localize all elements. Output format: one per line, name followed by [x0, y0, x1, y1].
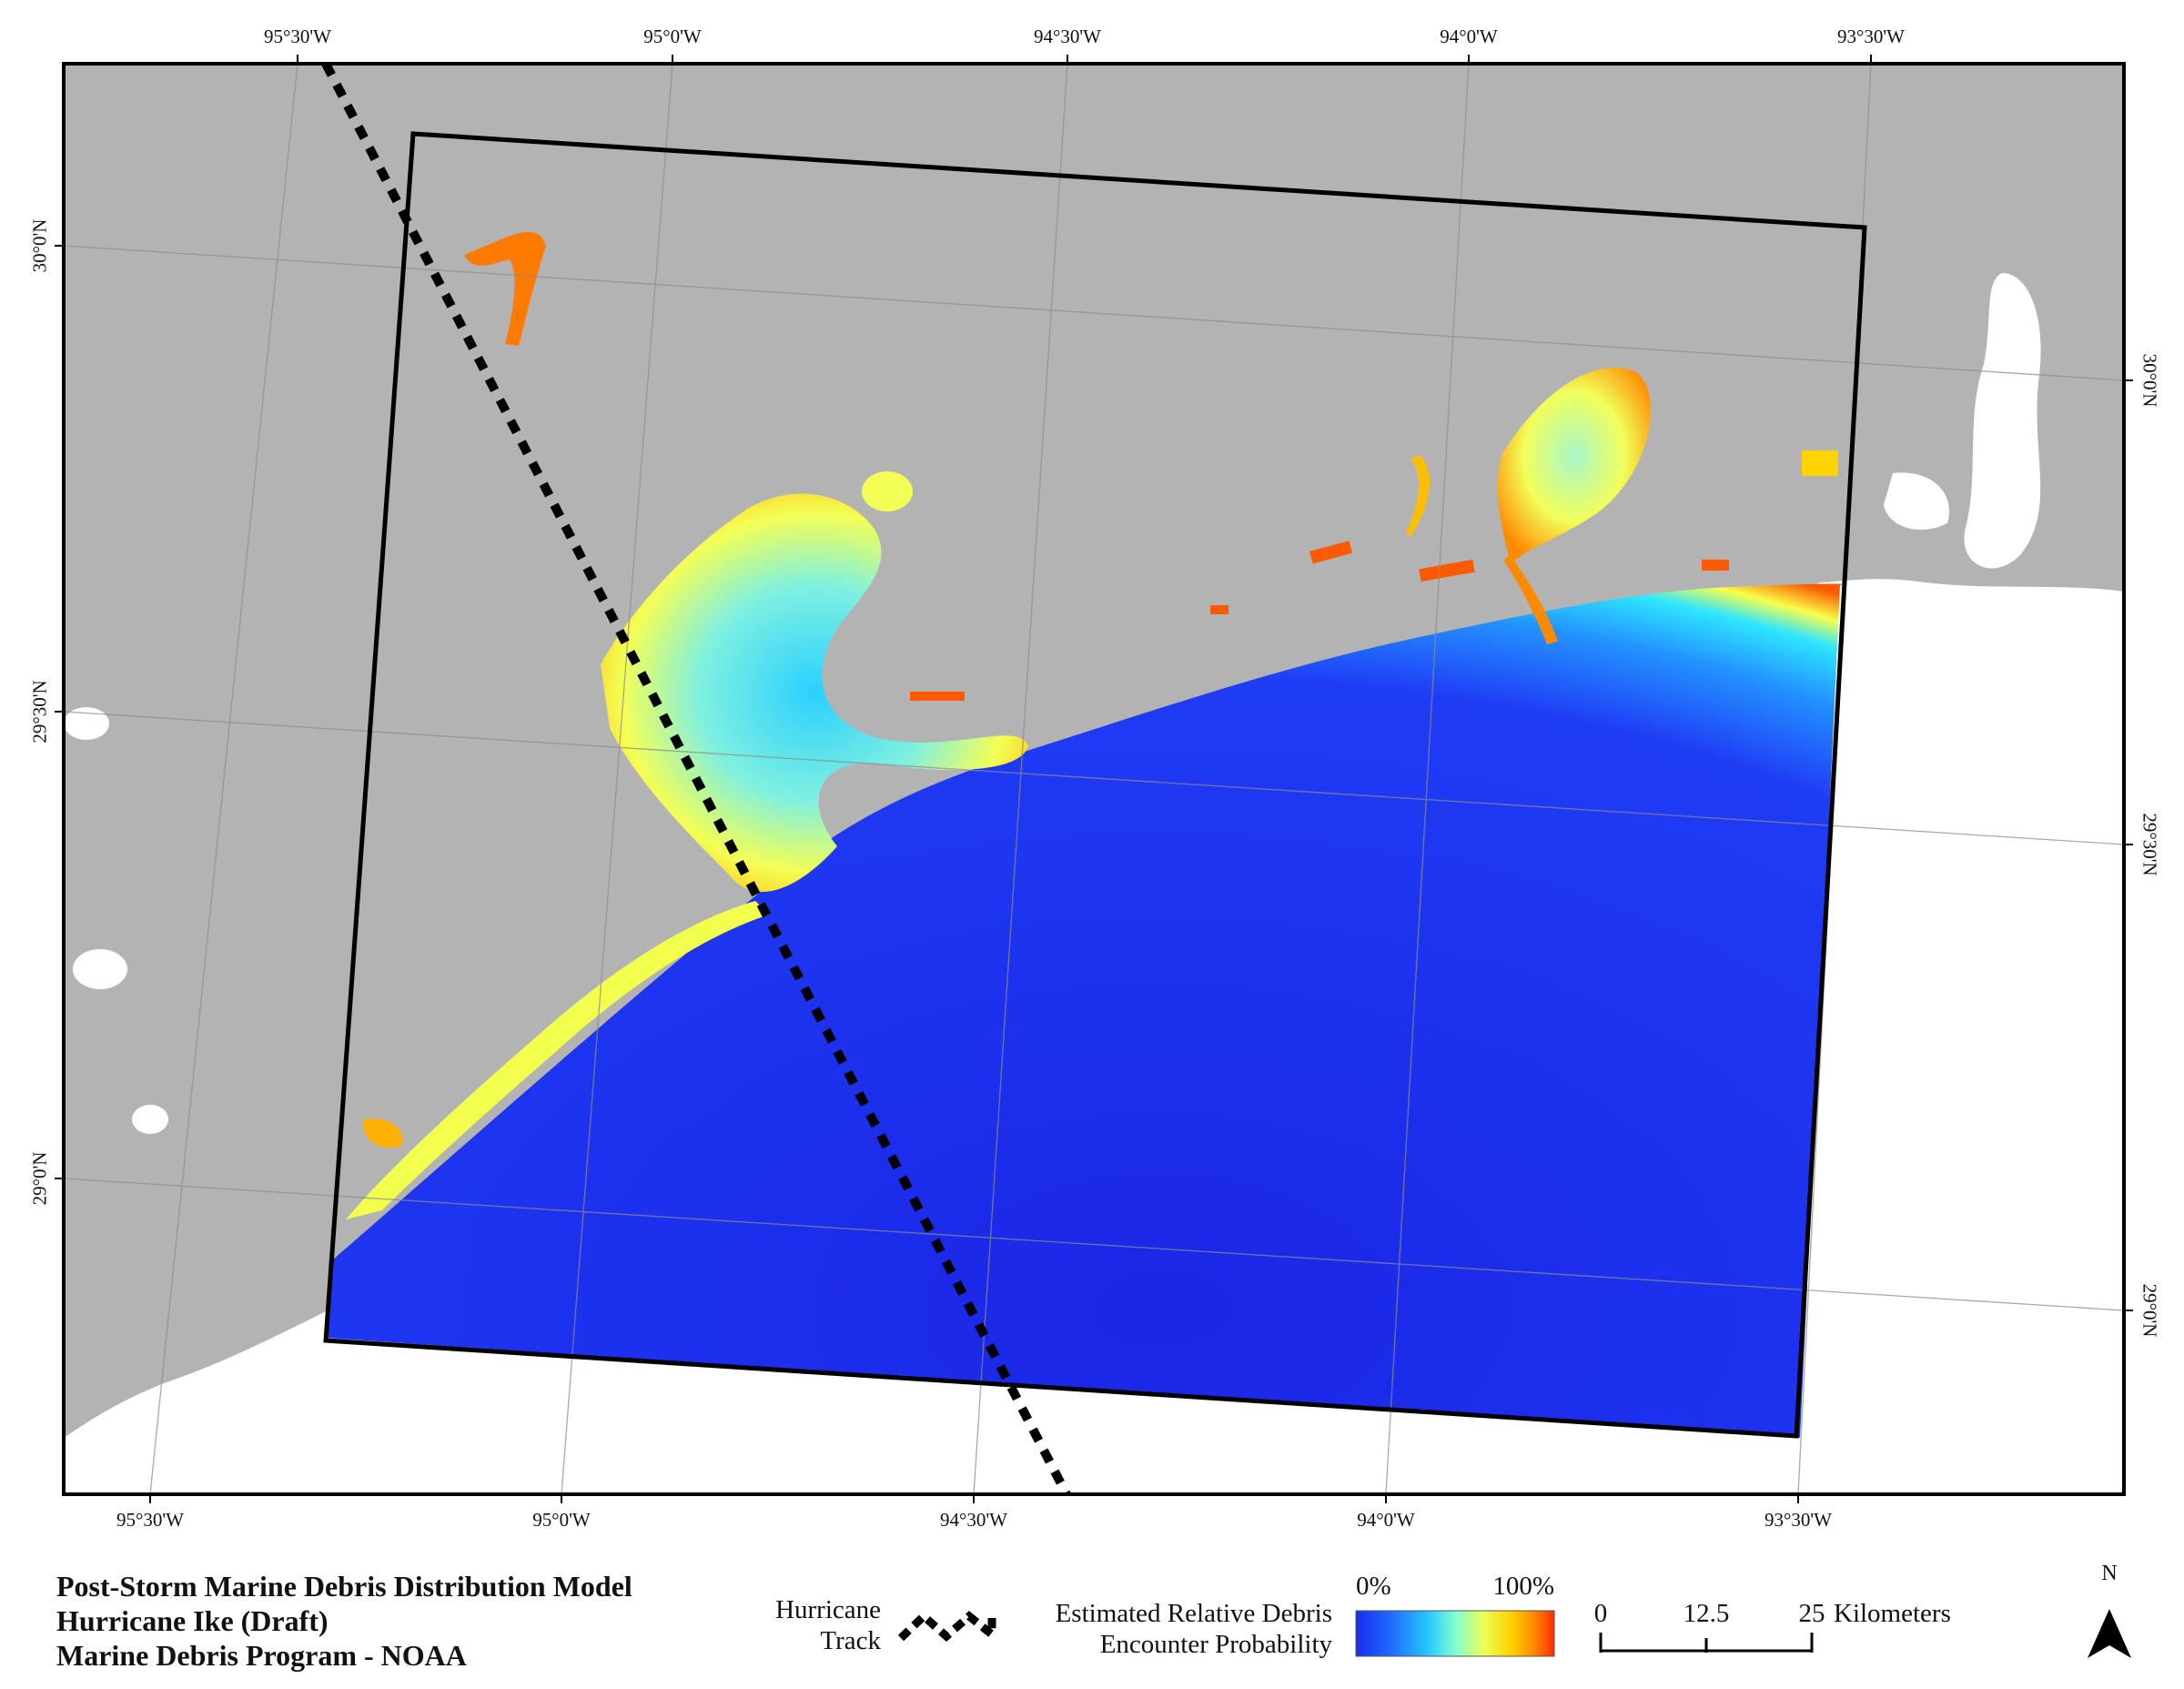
lake-west-1 [64, 707, 109, 740]
bottom-tick-label: 94°30'W [939, 1509, 1008, 1531]
track-legend-label: Hurricane Track [761, 1594, 881, 1656]
sabine-lake [1497, 368, 1652, 564]
hurricane-track [321, 64, 1071, 1494]
scale-tick-label: 12.5 [1683, 1599, 1730, 1628]
top-tick-label: 95°30'W [263, 25, 332, 47]
wetland-patch [1702, 560, 1729, 571]
right-tick-label: 29°30'N [2138, 813, 2161, 876]
trinity-bay-lobe [862, 471, 913, 511]
map-title: Post-Storm Marine Debris Distribution Mo… [56, 1570, 632, 1603]
calcasieu-channel [1406, 455, 1430, 537]
west-bay-system [346, 901, 769, 1219]
right-tick-label: 30°0'N [2138, 353, 2161, 408]
lake-east [1964, 273, 2041, 569]
top-tick-label: 94°0'W [1440, 25, 1498, 47]
scale-units-label: Kilometers [1834, 1599, 1951, 1628]
frame-ticks [55, 55, 2133, 1503]
wetland-patch [1309, 541, 1353, 564]
wetland-patch [910, 692, 965, 701]
wetland-patch [1802, 450, 1838, 476]
map-title-block: Post-Storm Marine Debris Distribution Mo… [56, 1569, 632, 1673]
north-label: N [2101, 1562, 2118, 1585]
top-tick-label: 95°0'W [643, 25, 702, 47]
map-subtitle: Hurricane Ike (Draft) [56, 1604, 329, 1637]
ramp-max-label: 100% [1492, 1572, 1554, 1601]
probability-legend-label: Estimated Relative Debris Encounter Prob… [1010, 1598, 1332, 1660]
scale-tick-label: 0 [1593, 1599, 1608, 1628]
map-credit: Marine Debris Program - NOAA [56, 1639, 467, 1672]
track-legend-line: Track [820, 1626, 881, 1655]
left-tick-label: 30°0'N [28, 218, 51, 273]
bottom-tick-label: 95°30'W [116, 1509, 185, 1531]
left-tick-label: 29°0'N [28, 1151, 51, 1206]
study-area-outline [323, 131, 1867, 1439]
probability-legend-line: Encounter Probability [1099, 1630, 1332, 1659]
sabine-pass [1503, 555, 1558, 644]
galveston-bay [601, 493, 1028, 893]
lake-east-2 [1884, 472, 1949, 531]
christmas-bay [363, 1118, 403, 1148]
top-tick-label: 94°30'W [1033, 25, 1102, 47]
track-legend-symbol [897, 1610, 996, 1643]
right-tick-label: 29°0'N [2138, 1283, 2161, 1338]
map-frame [62, 62, 2126, 1496]
lake-west-2 [73, 949, 127, 989]
houston-ship-channel [464, 231, 546, 346]
scale-bar [1599, 1633, 1814, 1653]
scale-tick-label: 25 [1798, 1599, 1825, 1628]
north-arrow-icon [2088, 1609, 2131, 1658]
wetland-patch [1210, 605, 1228, 614]
lake-west-3 [132, 1105, 168, 1134]
ramp-min-label: 0% [1356, 1572, 1391, 1601]
probability-color-ramp [1355, 1610, 1555, 1657]
top-tick-label: 93°30'W [1836, 25, 1906, 47]
bottom-tick-label: 95°0'W [532, 1509, 591, 1531]
bottom-tick-label: 93°30'W [1764, 1509, 1833, 1531]
probability-legend-line: Estimated Relative Debris [1055, 1599, 1332, 1628]
wetland-patch [1419, 559, 1475, 582]
track-legend-line: Hurricane [775, 1595, 881, 1624]
gulf-probability-surface [325, 583, 1844, 1438]
left-tick-label: 29°30'N [28, 680, 51, 743]
bottom-tick-label: 94°0'W [1357, 1509, 1415, 1531]
